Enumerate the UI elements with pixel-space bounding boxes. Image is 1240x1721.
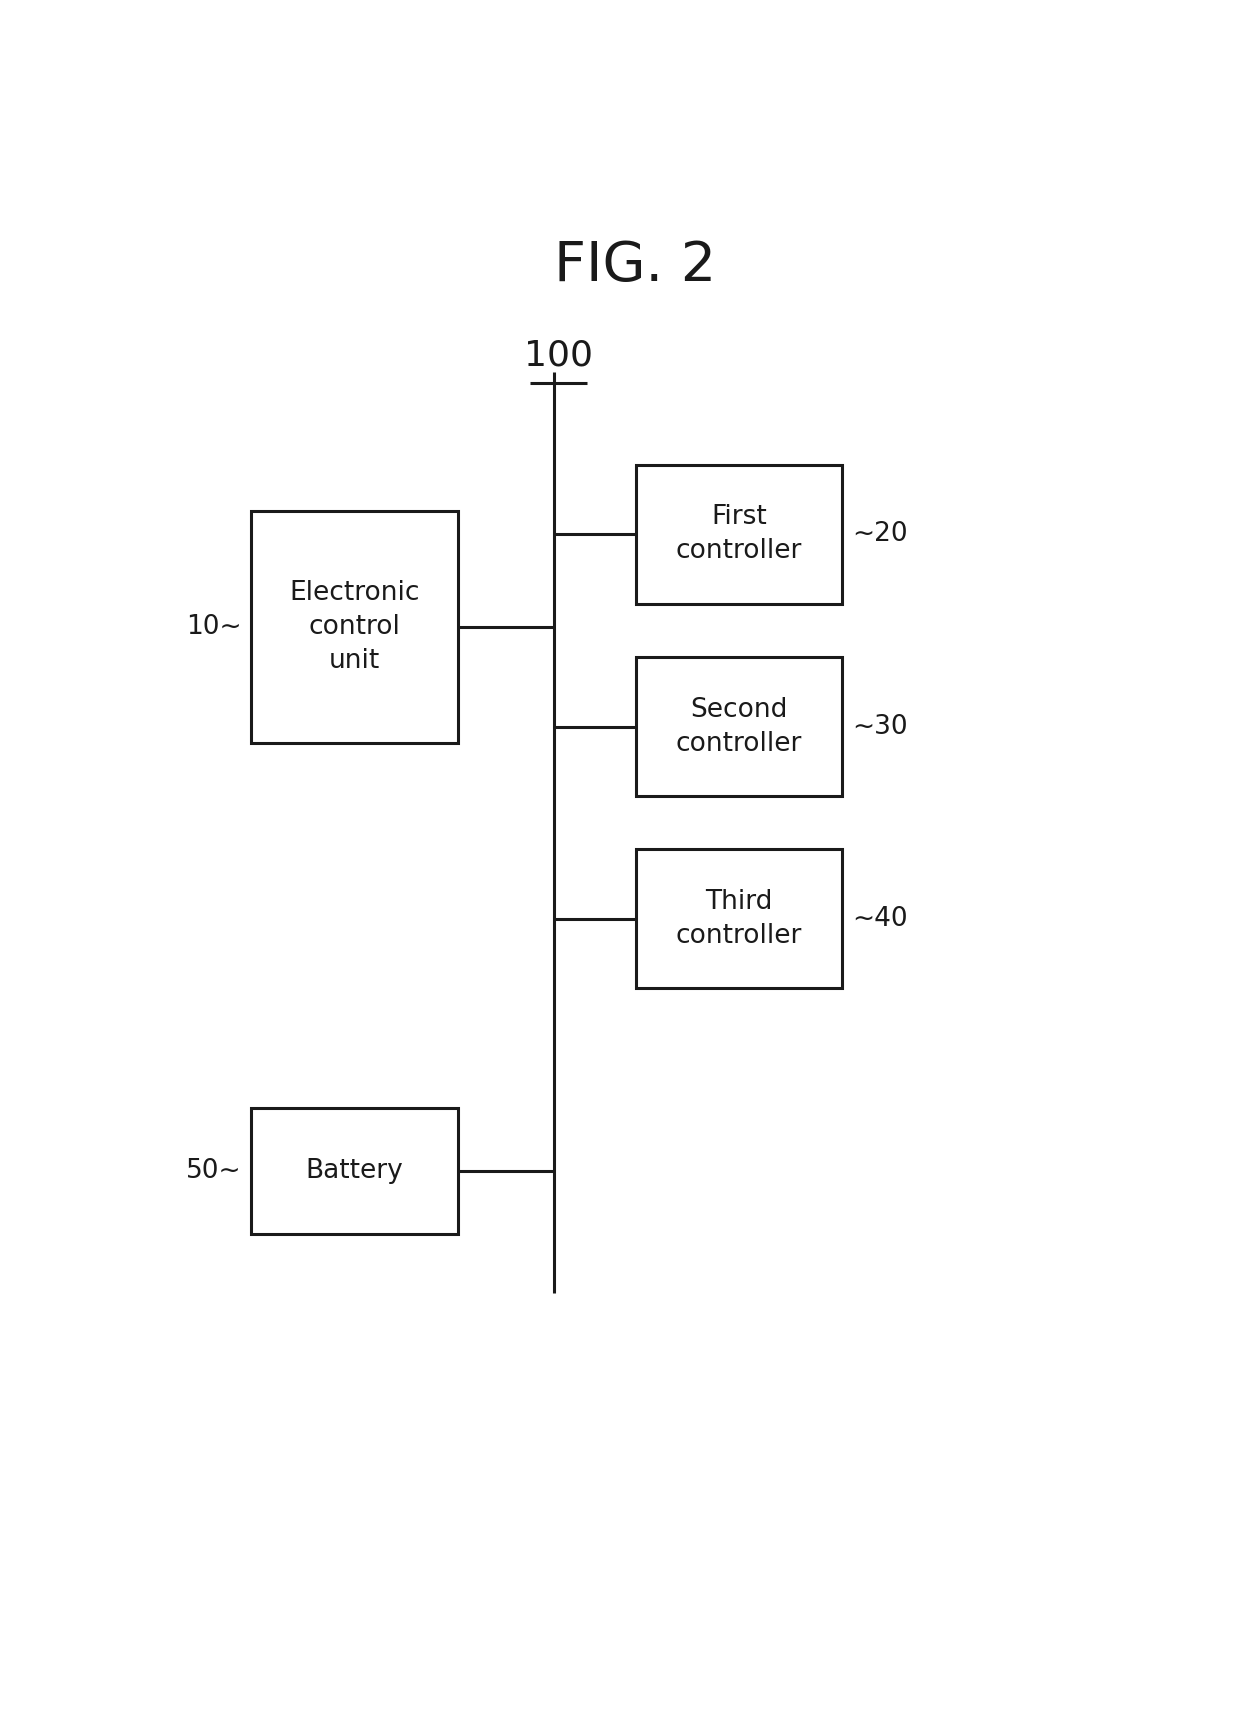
Bar bbox=[635, 465, 842, 604]
Bar bbox=[250, 1108, 458, 1234]
Text: Electronic
control
unit: Electronic control unit bbox=[289, 580, 419, 675]
Text: 50∼: 50∼ bbox=[186, 1158, 242, 1184]
Bar bbox=[635, 848, 842, 988]
Text: Battery: Battery bbox=[305, 1158, 403, 1184]
Text: 10∼: 10∼ bbox=[186, 614, 242, 640]
Text: ∼30: ∼30 bbox=[852, 714, 908, 740]
Bar bbox=[635, 657, 842, 797]
Text: ∼40: ∼40 bbox=[852, 905, 908, 931]
Text: ∼20: ∼20 bbox=[852, 521, 908, 547]
Text: Third
controller: Third controller bbox=[676, 888, 802, 948]
Text: 100: 100 bbox=[525, 337, 593, 372]
Text: FIG. 2: FIG. 2 bbox=[554, 239, 717, 293]
Text: First
controller: First controller bbox=[676, 504, 802, 564]
Text: Second
controller: Second controller bbox=[676, 697, 802, 757]
Bar bbox=[250, 511, 458, 743]
